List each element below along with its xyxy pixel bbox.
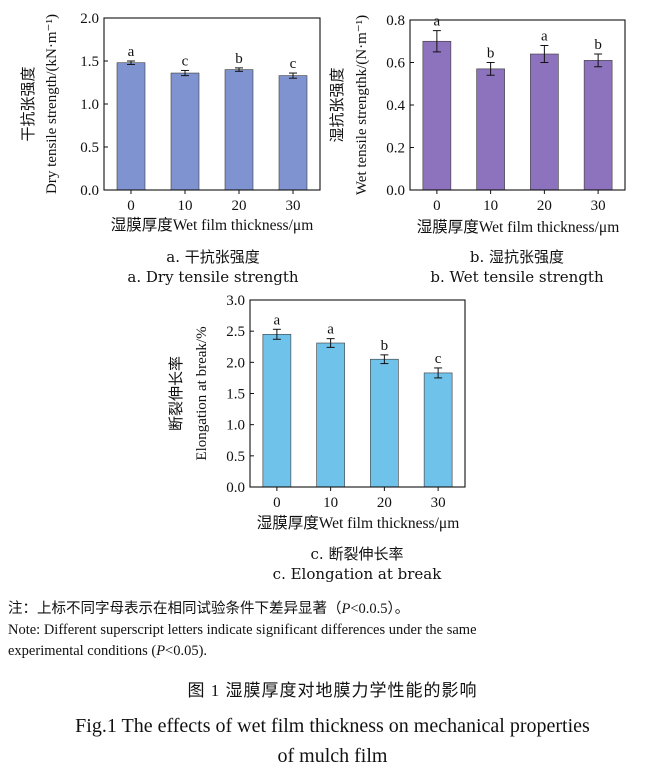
bar-b-20	[530, 53, 559, 191]
y-tick-label: 1.0	[226, 418, 245, 434]
significance-letter-b-10: b	[487, 46, 495, 62]
y-axis-label-en-a: Dry tensile strength/(kN·m⁻¹)	[44, 14, 60, 194]
x-tick-label: 0	[433, 198, 441, 214]
x-tick-label: 10	[483, 198, 498, 214]
y-tick-label: 2.0	[226, 355, 245, 371]
figure-note: 注：上标不同字母表示在相同试验条件下差异显著（P<0.0.5）。 Note: D…	[8, 599, 658, 662]
x-tick-label: 0	[273, 495, 281, 511]
figure-charts: a 0 c 10 b 20 c 30 0.0 0.5 1.0 1.5 2.0 湿膜厚度Wet film t…	[20, 11, 626, 532]
bar-a-0	[116, 62, 146, 191]
x-tick-label: 20	[377, 495, 392, 511]
note-en-line2: experimental conditions (P<0.05).	[8, 641, 658, 662]
chart-a-caption-en: a. Dry tensile strength	[127, 268, 299, 286]
note-en-suffix: <0.05).	[165, 643, 208, 659]
x-tick-label: 30	[591, 198, 606, 214]
y-tick-label: 0.0	[80, 183, 99, 199]
y-tick-label: 0.2	[386, 141, 405, 157]
x-tick-label: 30	[286, 198, 301, 214]
figure-caption-en-line1: Fig.1 The effects of wet film thickness …	[75, 715, 590, 737]
note-cn-suffix: <0.0.5）。	[350, 601, 410, 617]
x-tick-label: 10	[178, 198, 193, 214]
y-tick-label: 0.4	[386, 98, 405, 114]
x-tick-label: 20	[537, 198, 552, 214]
chart-b: a 0 b 10 a 20 b 30 0.0 0.2 0.4 0.6 0.8 湿膜厚度Wet film t…	[329, 13, 626, 236]
note-en-line1: Note: Different superscript letters indi…	[8, 622, 477, 638]
y-axis-label-cn-b: 湿抗张强度	[329, 67, 346, 142]
figure-caption-en-line2: of mulch film	[277, 745, 388, 767]
bar-a-10	[170, 72, 200, 191]
note-cn-p: P	[341, 601, 351, 617]
x-tick-label: 10	[323, 495, 338, 511]
bar-c-0	[262, 333, 292, 488]
bar-a-30	[278, 75, 308, 191]
y-tick-label: 0.5	[80, 140, 99, 156]
significance-letter-b-0: a	[434, 14, 441, 30]
y-tick-label: 2.0	[80, 11, 99, 27]
significance-letter-a-10: c	[182, 53, 189, 69]
y-axis-label-en-c: Elongation at break/%	[194, 326, 210, 460]
y-tick-label: 1.0	[80, 97, 99, 113]
chart-c-caption-cn: c. 断裂伸长率	[310, 545, 404, 563]
y-axis-label-en-b: Wet tensile strengthk/(N·m⁻¹)	[354, 15, 370, 195]
significance-letter-c-10: a	[327, 322, 334, 338]
bar-b-30	[583, 60, 613, 191]
bar-a-20	[224, 69, 254, 191]
y-axis-label-cn-c: 断裂伸长率	[168, 356, 185, 431]
note-en-prefix: experimental conditions (	[8, 643, 157, 659]
significance-letter-a-0: a	[128, 44, 135, 60]
y-tick-label: 0.0	[226, 480, 245, 496]
significance-letter-b-20: a	[541, 29, 548, 45]
x-axis-label-a: 湿膜厚度Wet film thickness/μm	[111, 216, 314, 234]
x-tick-label: 20	[232, 198, 247, 214]
note-cn: 注：上标不同字母表示在相同试验条件下差异显著（P<0.0.5）。	[8, 599, 658, 620]
y-tick-label: 2.5	[226, 324, 245, 340]
bar-b-10	[476, 68, 505, 191]
note-cn-prefix: 注：上标不同字母表示在相同试验条件下差异显著（	[8, 601, 342, 617]
x-axis-label-c: 湿膜厚度Wet film thickness/μm	[257, 514, 460, 532]
x-tick-label: 0	[127, 198, 135, 214]
chart-a-caption: a. 干抗张强度 a. Dry tensile strength	[88, 247, 338, 287]
y-tick-label: 0.5	[226, 449, 245, 465]
y-tick-label: 3.0	[226, 293, 245, 309]
figure-caption-en: Fig.1 The effects of wet film thickness …	[0, 711, 665, 771]
chart-b-caption-cn: b. 湿抗张强度	[469, 248, 565, 266]
significance-letter-a-30: c	[290, 56, 297, 72]
bar-c-10	[316, 342, 345, 488]
y-tick-label: 1.5	[80, 54, 99, 70]
significance-letter-b-30: b	[594, 37, 602, 53]
y-tick-label: 0.8	[386, 13, 405, 29]
significance-letter-c-30: c	[435, 351, 442, 367]
significance-letter-c-20: b	[381, 338, 389, 354]
y-axis-label-cn-a: 干抗张强度	[20, 66, 37, 141]
bar-c-20	[370, 358, 399, 488]
chart-c: a 0 a 10 b 20 c 30 0.0 0.5 1.0 1.5 2.0 2.5 3.0 湿膜厚度Wet …	[168, 293, 466, 532]
significance-letter-a-20: b	[235, 51, 243, 67]
chart-b-caption: b. 湿抗张强度 b. Wet tensile strength	[392, 247, 642, 287]
bar-c-30	[423, 372, 453, 488]
y-tick-label: 0.0	[386, 183, 405, 199]
chart-c-caption-en: c. Elongation at break	[272, 565, 442, 583]
x-axis-label-b: 湿膜厚度Wet film thickness/μm	[417, 218, 620, 236]
chart-b-caption-en: b. Wet tensile strength	[430, 268, 604, 286]
chart-a: a 0 c 10 b 20 c 30 0.0 0.5 1.0 1.5 2.0 湿膜厚度Wet film t…	[20, 11, 321, 234]
significance-letter-c-0: a	[274, 312, 281, 328]
chart-a-caption-cn: a. 干抗张强度	[166, 248, 260, 266]
y-tick-label: 0.6	[386, 56, 405, 72]
figure-caption-cn: 图 1 湿膜厚度对地膜力学性能的影响	[187, 681, 478, 700]
bar-b-0	[422, 40, 452, 191]
note-en-p: P	[156, 643, 166, 659]
y-tick-label: 1.5	[226, 387, 245, 403]
x-tick-label: 30	[431, 495, 446, 511]
chart-c-caption: c. 断裂伸长率 c. Elongation at break	[232, 544, 482, 584]
